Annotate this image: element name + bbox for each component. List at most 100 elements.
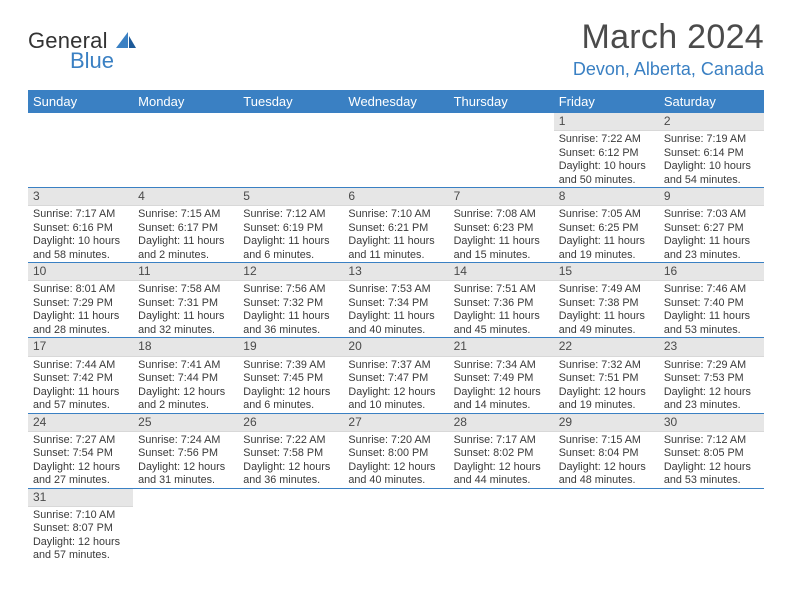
day-details: Sunrise: 7:08 AMSunset: 6:23 PMDaylight:… xyxy=(449,206,554,262)
sunset-line: Sunset: 7:44 PM xyxy=(138,372,233,385)
daylight-line-1: Daylight: 11 hours xyxy=(33,310,128,323)
day-number: 6 xyxy=(343,188,448,206)
daylight-line-1: Daylight: 11 hours xyxy=(559,235,654,248)
day-number: 10 xyxy=(28,263,133,281)
day-number: 29 xyxy=(554,414,659,432)
day-number: 12 xyxy=(238,263,343,281)
daylight-line-2: and 45 minutes. xyxy=(454,324,549,337)
daylight-line-1: Daylight: 11 hours xyxy=(664,235,759,248)
page-title: March 2024 xyxy=(573,18,764,57)
daylight-line-2: and 40 minutes. xyxy=(348,474,443,487)
daylight-line-2: and 19 minutes. xyxy=(559,249,654,262)
day-details: Sunrise: 7:20 AMSunset: 8:00 PMDaylight:… xyxy=(343,432,448,488)
day-number: 14 xyxy=(449,263,554,281)
sunset-line: Sunset: 8:04 PM xyxy=(559,447,654,460)
day-number: 13 xyxy=(343,263,448,281)
daylight-line-2: and 2 minutes. xyxy=(138,399,233,412)
sunset-line: Sunset: 7:58 PM xyxy=(243,447,338,460)
sunrise-line: Sunrise: 7:29 AM xyxy=(664,359,759,372)
calendar-week: 1Sunrise: 7:22 AMSunset: 6:12 PMDaylight… xyxy=(28,113,764,188)
sunset-line: Sunset: 7:31 PM xyxy=(138,297,233,310)
day-header: Tuesday xyxy=(238,90,343,113)
day-details: Sunrise: 7:03 AMSunset: 6:27 PMDaylight:… xyxy=(659,206,764,262)
day-header: Friday xyxy=(554,90,659,113)
daylight-line-1: Daylight: 11 hours xyxy=(348,235,443,248)
day-number: 27 xyxy=(343,414,448,432)
day-details: Sunrise: 7:19 AMSunset: 6:14 PMDaylight:… xyxy=(659,131,764,187)
sunrise-line: Sunrise: 7:24 AM xyxy=(138,434,233,447)
daylight-line-1: Daylight: 11 hours xyxy=(138,310,233,323)
daylight-line-2: and 6 minutes. xyxy=(243,249,338,262)
daylight-line-1: Daylight: 12 hours xyxy=(348,461,443,474)
sunset-line: Sunset: 7:54 PM xyxy=(33,447,128,460)
calendar-cell: 11Sunrise: 7:58 AMSunset: 7:31 PMDayligh… xyxy=(133,263,238,338)
calendar-cell xyxy=(133,488,238,563)
sunset-line: Sunset: 7:34 PM xyxy=(348,297,443,310)
daylight-line-2: and 57 minutes. xyxy=(33,549,128,562)
daylight-line-2: and 50 minutes. xyxy=(559,174,654,187)
sunrise-line: Sunrise: 7:19 AM xyxy=(664,133,759,146)
daylight-line-1: Daylight: 12 hours xyxy=(33,461,128,474)
calendar-cell: 14Sunrise: 7:51 AMSunset: 7:36 PMDayligh… xyxy=(449,263,554,338)
sunset-line: Sunset: 7:42 PM xyxy=(33,372,128,385)
sunrise-line: Sunrise: 7:12 AM xyxy=(664,434,759,447)
day-details: Sunrise: 7:32 AMSunset: 7:51 PMDaylight:… xyxy=(554,357,659,413)
calendar-cell: 10Sunrise: 8:01 AMSunset: 7:29 PMDayligh… xyxy=(28,263,133,338)
daylight-line-2: and 58 minutes. xyxy=(33,249,128,262)
day-details: Sunrise: 7:46 AMSunset: 7:40 PMDaylight:… xyxy=(659,281,764,337)
daylight-line-2: and 6 minutes. xyxy=(243,399,338,412)
daylight-line-2: and 23 minutes. xyxy=(664,399,759,412)
sunrise-line: Sunrise: 7:22 AM xyxy=(243,434,338,447)
calendar-week: 31Sunrise: 7:10 AMSunset: 8:07 PMDayligh… xyxy=(28,488,764,563)
day-details: Sunrise: 7:37 AMSunset: 7:47 PMDaylight:… xyxy=(343,357,448,413)
sunset-line: Sunset: 7:51 PM xyxy=(559,372,654,385)
sunset-line: Sunset: 7:45 PM xyxy=(243,372,338,385)
daylight-line-1: Daylight: 11 hours xyxy=(348,310,443,323)
location-subtitle: Devon, Alberta, Canada xyxy=(573,59,764,80)
day-number: 8 xyxy=(554,188,659,206)
calendar-cell xyxy=(238,113,343,188)
day-number: 18 xyxy=(133,338,238,356)
title-block: March 2024 Devon, Alberta, Canada xyxy=(573,18,764,80)
daylight-line-2: and 54 minutes. xyxy=(664,174,759,187)
calendar-cell: 9Sunrise: 7:03 AMSunset: 6:27 PMDaylight… xyxy=(659,188,764,263)
day-number: 31 xyxy=(28,489,133,507)
daylight-line-1: Daylight: 12 hours xyxy=(559,386,654,399)
calendar-cell: 21Sunrise: 7:34 AMSunset: 7:49 PMDayligh… xyxy=(449,338,554,413)
daylight-line-1: Daylight: 11 hours xyxy=(33,386,128,399)
daylight-line-1: Daylight: 12 hours xyxy=(243,386,338,399)
daylight-line-1: Daylight: 12 hours xyxy=(454,461,549,474)
sunrise-line: Sunrise: 7:49 AM xyxy=(559,283,654,296)
sunrise-line: Sunrise: 7:34 AM xyxy=(454,359,549,372)
day-number: 24 xyxy=(28,414,133,432)
calendar-cell: 28Sunrise: 7:17 AMSunset: 8:02 PMDayligh… xyxy=(449,413,554,488)
day-details: Sunrise: 7:10 AMSunset: 8:07 PMDaylight:… xyxy=(28,507,133,563)
sunset-line: Sunset: 8:05 PM xyxy=(664,447,759,460)
calendar-table: SundayMondayTuesdayWednesdayThursdayFrid… xyxy=(28,90,764,563)
daylight-line-2: and 10 minutes. xyxy=(348,399,443,412)
sunrise-line: Sunrise: 7:53 AM xyxy=(348,283,443,296)
sail-icon xyxy=(114,30,138,50)
day-number: 22 xyxy=(554,338,659,356)
sunset-line: Sunset: 6:12 PM xyxy=(559,147,654,160)
day-number: 19 xyxy=(238,338,343,356)
sunset-line: Sunset: 7:53 PM xyxy=(664,372,759,385)
day-number: 2 xyxy=(659,113,764,131)
sunrise-line: Sunrise: 7:39 AM xyxy=(243,359,338,372)
day-details: Sunrise: 7:51 AMSunset: 7:36 PMDaylight:… xyxy=(449,281,554,337)
day-details: Sunrise: 7:17 AMSunset: 6:16 PMDaylight:… xyxy=(28,206,133,262)
calendar-cell: 8Sunrise: 7:05 AMSunset: 6:25 PMDaylight… xyxy=(554,188,659,263)
daylight-line-2: and 49 minutes. xyxy=(559,324,654,337)
calendar-cell: 15Sunrise: 7:49 AMSunset: 7:38 PMDayligh… xyxy=(554,263,659,338)
daylight-line-1: Daylight: 11 hours xyxy=(559,310,654,323)
sunrise-line: Sunrise: 7:32 AM xyxy=(559,359,654,372)
day-details: Sunrise: 7:22 AMSunset: 7:58 PMDaylight:… xyxy=(238,432,343,488)
daylight-line-1: Daylight: 12 hours xyxy=(348,386,443,399)
day-header: Monday xyxy=(133,90,238,113)
day-details: Sunrise: 7:15 AMSunset: 6:17 PMDaylight:… xyxy=(133,206,238,262)
day-number: 5 xyxy=(238,188,343,206)
calendar-cell: 6Sunrise: 7:10 AMSunset: 6:21 PMDaylight… xyxy=(343,188,448,263)
sunrise-line: Sunrise: 7:44 AM xyxy=(33,359,128,372)
sunrise-line: Sunrise: 7:17 AM xyxy=(454,434,549,447)
day-number: 23 xyxy=(659,338,764,356)
